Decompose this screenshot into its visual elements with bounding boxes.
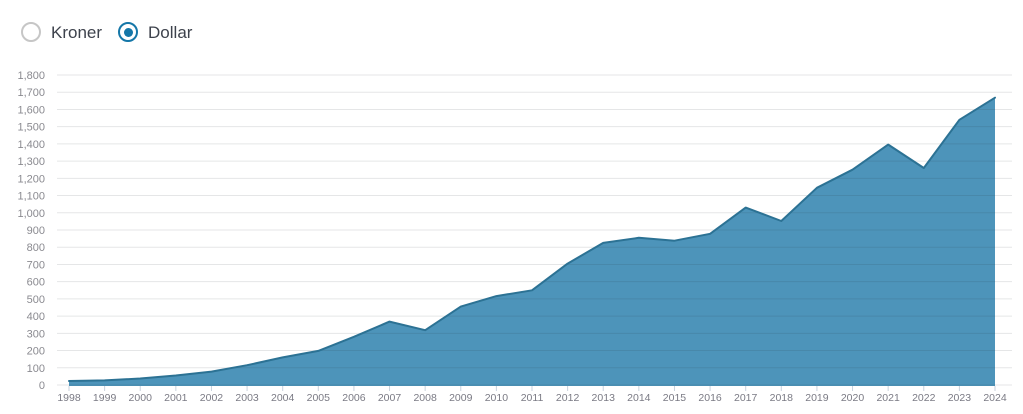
radio-dollar-label: Dollar (148, 23, 193, 42)
radio-selected-icon (118, 22, 139, 42)
y-tick-label: 1,500 (17, 122, 45, 134)
y-tick-label: 1,400 (17, 139, 45, 151)
y-tick-label: 200 (27, 346, 45, 358)
radio-kroner[interactable]: Kroner (21, 22, 102, 42)
x-tick-label: 2004 (271, 392, 295, 404)
radio-dot (123, 27, 133, 37)
y-tick-label: 1,100 (17, 191, 45, 203)
x-tick-label: 2023 (948, 392, 972, 404)
area-fill (69, 97, 995, 386)
x-tick-label: 2015 (663, 392, 687, 404)
radio-kroner-label: Kroner (51, 23, 103, 42)
x-axis-labels: 1998 1999 2000 2001 2002 2003 2004 2005 2006 2007… (57, 392, 1007, 404)
gridlines (57, 74, 1012, 386)
radio-unselected-icon (21, 22, 41, 42)
x-tick-label: 2005 (307, 392, 331, 404)
y-tick-label: 700 (27, 259, 45, 271)
y-tick-label: 1,800 (17, 70, 45, 82)
x-tick-label: 2007 (378, 392, 402, 404)
x-tick-label: 2013 (592, 392, 616, 404)
y-tick-label: 0 (39, 380, 45, 392)
y-tick-label: 1,300 (17, 156, 45, 168)
radio-dollar[interactable]: Dollar (118, 22, 192, 42)
area-series (69, 97, 995, 386)
x-tick-label: 2016 (698, 392, 722, 404)
x-tick-label: 2008 (413, 392, 437, 404)
x-tick-label: 1999 (93, 392, 117, 404)
x-axis-ticks (68, 386, 996, 391)
y-tick-label: 1,200 (17, 173, 45, 185)
x-tick-label: 2002 (200, 392, 224, 404)
y-tick-label: 1,700 (17, 87, 45, 99)
x-tick-label: 2021 (876, 392, 900, 404)
y-axis-labels: 0 100 200 300 400 500 600 700 800 900 1,000 1,100 1,… (17, 70, 45, 392)
y-tick-label: 600 (27, 277, 45, 289)
y-tick-label: 300 (27, 328, 45, 340)
x-tick-label: 2024 (983, 392, 1007, 404)
y-tick-label: 1,600 (17, 104, 45, 116)
y-tick-label: 1,000 (17, 208, 45, 220)
x-tick-label: 2020 (841, 392, 865, 404)
x-tick-label: 2003 (235, 392, 259, 404)
x-tick-label: 2014 (627, 392, 651, 404)
x-tick-label: 2011 (521, 392, 544, 404)
y-tick-label: 100 (27, 363, 45, 375)
x-tick-label: 2010 (485, 392, 509, 404)
x-tick-label: 2012 (556, 392, 580, 404)
y-tick-label: 900 (27, 225, 45, 237)
x-tick-label: 2019 (805, 392, 829, 404)
x-tick-label: 2017 (734, 392, 758, 404)
series-line (68, 96, 996, 382)
x-tick-label: 2001 (164, 392, 188, 404)
x-tick-label: 2009 (449, 392, 473, 404)
y-tick-label: 400 (27, 311, 45, 323)
x-tick-label: 2022 (912, 392, 936, 404)
x-tick-label: 2000 (129, 392, 153, 404)
x-tick-label: 2018 (770, 392, 794, 404)
currency-toggle: Kroner Dollar (21, 22, 192, 42)
x-tick-label: 2006 (342, 392, 366, 404)
y-tick-label: 500 (27, 294, 45, 306)
area-outline (68, 96, 996, 382)
y-tick-label: 800 (27, 242, 45, 254)
x-tick-label: 1998 (57, 392, 81, 404)
